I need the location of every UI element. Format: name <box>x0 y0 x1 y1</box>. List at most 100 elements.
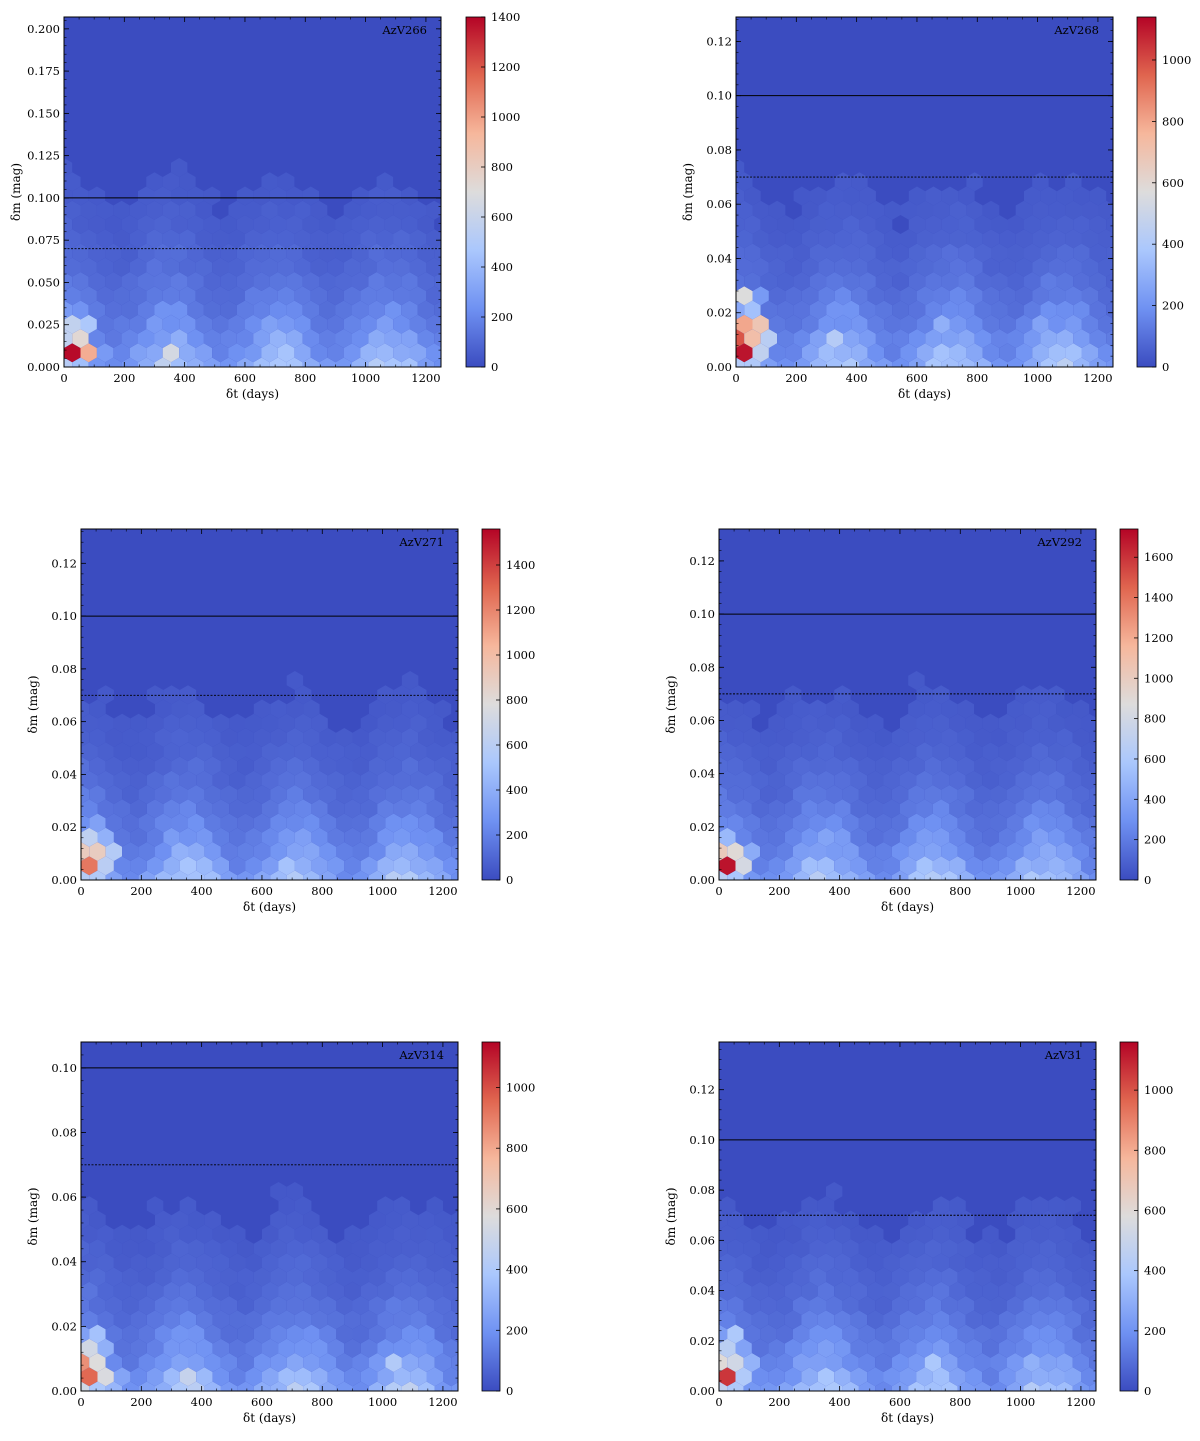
hexbin-cell <box>793 329 810 348</box>
hexbin-cell <box>155 1324 172 1344</box>
hexbin-cell <box>352 357 369 367</box>
hexbin-cell <box>974 1239 991 1258</box>
hexbin-cell <box>393 770 411 790</box>
hexbin-cell <box>212 770 230 790</box>
hexbin-cell <box>385 699 402 719</box>
colorbar <box>465 16 486 368</box>
hexbin-cell <box>999 314 1016 334</box>
x-axis-label: δt (days) <box>881 1411 934 1425</box>
hexbin-cell <box>196 742 213 762</box>
x-tick-label: 800 <box>949 884 971 898</box>
hexbin-cell <box>965 1253 983 1273</box>
hexbin-cell <box>179 172 196 192</box>
hexbin-cell <box>900 229 917 249</box>
hexbin-cell <box>410 1224 427 1244</box>
hexbin-cell <box>286 1239 304 1258</box>
hexbin-cell <box>377 827 394 847</box>
hexbin-cell <box>785 257 802 277</box>
hexbin-cell <box>1081 713 1096 733</box>
colorbar-tick-label: 200 <box>491 310 513 324</box>
hexbin-cell <box>352 1353 369 1372</box>
hexbin-cell <box>1015 799 1032 819</box>
hexbin-cell <box>434 1210 452 1230</box>
hexbin-cell <box>409 200 426 220</box>
hexbin-cell <box>785 314 802 334</box>
hexbin-cell <box>228 200 245 220</box>
colorbar-tick-label: 600 <box>1144 1203 1166 1217</box>
hexbin-cell <box>1048 1196 1065 1216</box>
hexbin-cell <box>228 229 245 249</box>
hexbin-cell <box>245 200 262 220</box>
hexbin-cell <box>1056 842 1073 861</box>
hexbin-cell <box>171 272 188 291</box>
hexbin-cell <box>867 257 885 277</box>
hexbin-cell <box>867 229 885 249</box>
hexbin-cell <box>834 286 852 306</box>
hexbin-cell <box>760 728 777 747</box>
hexbin-cell <box>212 229 229 249</box>
hexbin-cell <box>188 1210 205 1230</box>
hexbin-cell <box>203 329 221 348</box>
hexbin-cell <box>736 314 753 334</box>
hexbin-cell <box>1089 215 1107 234</box>
y-tick-label: 0.04 <box>689 1284 715 1298</box>
x-tick-label: 1000 <box>368 1395 397 1409</box>
hexbin-cell <box>867 314 885 334</box>
hexbin-cell <box>1048 343 1066 363</box>
hexbin-cell <box>965 1338 983 1358</box>
panel-title: AzV266 <box>381 23 427 37</box>
hexbin-cell <box>727 756 744 776</box>
hexbin-cell <box>196 1224 213 1244</box>
hexbin-cell <box>171 300 188 320</box>
hexbin-cell <box>376 343 394 363</box>
hexbin-cell <box>270 1267 287 1287</box>
hexbin-cell <box>982 770 999 790</box>
hexbin-cell <box>867 200 885 220</box>
hexbin-cell <box>188 1296 205 1315</box>
hexbin-cell <box>818 286 835 306</box>
hexbin-cell <box>801 1338 818 1358</box>
hexbin-cell <box>1007 785 1024 804</box>
colorbar <box>1136 16 1157 368</box>
hexbin-cell <box>368 300 385 320</box>
hexbin-cell <box>998 827 1016 847</box>
hexbin-cell <box>842 813 859 833</box>
hexbin-cell <box>121 272 138 291</box>
hexbin-cell <box>1081 1367 1096 1387</box>
hexbin-cell <box>850 713 868 733</box>
hexbin-cell <box>1015 343 1033 363</box>
y-tick-label: 0.12 <box>706 34 732 48</box>
y-tick-label: 0.06 <box>51 1190 77 1204</box>
x-tick-label: 200 <box>768 1395 790 1409</box>
axes-frame <box>80 1041 459 1392</box>
hexbin-cell <box>1056 785 1073 804</box>
hexbin-cell <box>451 728 458 747</box>
hexbin-cell <box>343 257 361 277</box>
hexbin-cell <box>932 1253 950 1273</box>
hexbin-cell <box>735 1253 752 1273</box>
hexbin-cell <box>327 314 344 334</box>
axes-frame <box>63 16 442 368</box>
hexbin-cell <box>319 756 336 776</box>
hexbin-cell <box>393 1196 411 1216</box>
x-tick-label: 800 <box>294 371 316 385</box>
hexbin-cell <box>409 229 426 249</box>
hexbin-cell <box>719 799 736 819</box>
hexbin-cell <box>311 856 328 876</box>
hexbin-cell <box>89 728 106 747</box>
hexbin-cell <box>793 728 810 747</box>
hexbin-cell <box>154 215 171 234</box>
hexbin-cell <box>743 1381 761 1391</box>
hexbin-cell <box>751 799 769 819</box>
hexbin-cell <box>1015 685 1032 705</box>
hexbin-cell <box>434 728 452 747</box>
hexbin-cell <box>377 1367 394 1387</box>
hexbin-cell <box>393 1310 411 1330</box>
hexbin-cell <box>776 842 793 861</box>
y-axis-label: δm (mag) <box>664 1188 678 1246</box>
hexbin-cell <box>393 799 411 819</box>
y-tick-label: 0.00 <box>706 360 732 374</box>
hexbin-cell <box>204 1296 221 1315</box>
hexbin-cell <box>352 329 369 348</box>
hexbin-cell <box>941 300 959 320</box>
